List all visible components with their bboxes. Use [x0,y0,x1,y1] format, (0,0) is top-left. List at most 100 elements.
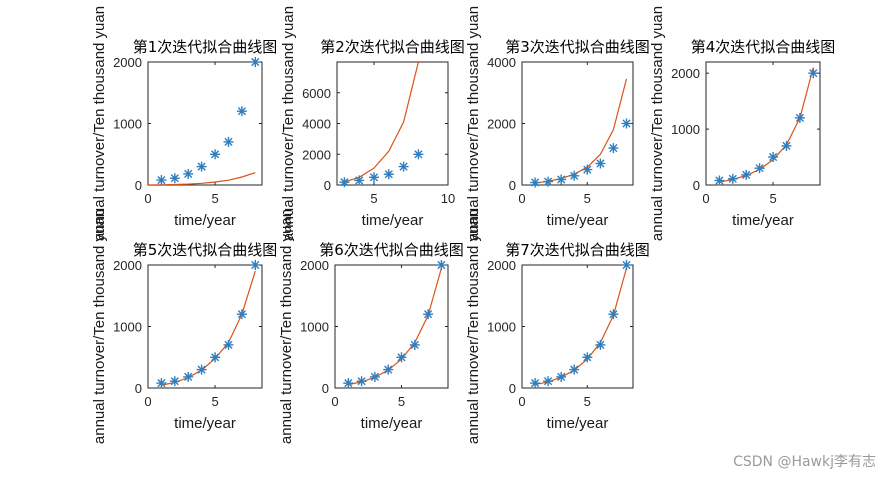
marker-stroke [437,260,446,270]
marker-stroke [157,176,166,185]
marker-stroke [424,310,433,319]
data-point-marker [369,172,379,183]
x-tick-label: 5 [211,394,218,409]
data-point-marker [413,149,424,160]
y-tick-label: 6000 [302,86,331,101]
data-point-marker [543,376,554,387]
fit-curve [148,172,256,185]
y-tick-label: 2000 [113,258,142,273]
data-point-marker [727,173,738,184]
marker-stroke [170,377,179,386]
data-point-marker [621,260,632,270]
y-tick-label: 2000 [300,258,329,273]
marker-stroke [583,353,592,362]
marker-stroke [755,164,764,173]
x-tick-label: 0 [518,394,525,409]
x-tick-label: 0 [702,191,709,206]
data-point-marker [196,161,207,172]
y-tick-label: 0 [322,381,329,396]
y-tick-label: 2000 [113,55,142,70]
x-axis-label: time/year [174,212,236,229]
marker-stroke [211,150,220,159]
data-point-marker [156,175,167,186]
marker-stroke [357,377,366,386]
y-tick-label: 2000 [671,66,700,81]
marker-stroke [237,310,246,319]
marker-stroke [157,379,166,388]
marker-stroke [570,365,579,374]
csdn-watermark: CSDN @Hawkj李有志 [733,454,876,470]
marker-stroke [557,372,566,381]
marker-stroke [370,372,379,381]
y-tick-label: 2000 [302,147,331,162]
x-tick-label: 0 [144,394,151,409]
data-point-marker [183,371,194,382]
y-tick-label: 1000 [487,320,516,335]
y-tick-label: 1000 [113,117,142,132]
data-point-marker [608,143,619,154]
y-axis-label: annual turnover/Ten thousand yuan [278,209,295,444]
marker-stroke [224,340,233,349]
y-tick-label: 0 [135,178,142,193]
x-tick-label: 5 [769,191,776,206]
x-axis-label: time/year [362,212,424,229]
x-tick-label: 5 [398,394,405,409]
y-axis-label: annual turnover/Ten thousand yuan [91,209,108,444]
chart-title: 第3次迭代拟合曲线图 [505,38,650,56]
data-point-marker [608,309,619,320]
marker-stroke [583,165,592,174]
data-point-marker [582,164,593,175]
data-point-marker [236,106,247,117]
x-tick-label: 0 [331,394,338,409]
data-point-marker [250,260,261,270]
x-tick-label: 0 [518,191,525,206]
y-tick-label: 0 [509,381,516,396]
data-point-marker [156,378,167,389]
x-tick-label: 5 [584,394,591,409]
data-point-marker [169,173,180,184]
y-tick-label: 4000 [302,117,331,132]
x-tick-label: 10 [441,191,455,206]
data-point-marker [183,168,194,179]
chart-title: 第1次迭代拟合曲线图 [133,38,278,56]
marker-stroke [224,137,233,146]
marker-stroke [170,174,179,183]
marker-stroke [211,353,220,362]
data-point-marker [621,118,632,129]
data-point-marker [169,376,180,387]
data-point-marker [582,352,593,363]
data-point-marker [768,152,779,162]
data-point-marker [398,161,409,172]
data-point-marker [339,177,350,188]
data-point-marker [250,57,261,67]
data-point-marker [236,309,247,320]
data-point-marker [569,170,580,181]
data-point-marker [343,378,354,389]
y-axis-label: annual turnover/Ten thousand yuan [280,6,297,241]
marker-stroke [531,379,540,388]
marker-stroke [622,119,631,128]
y-axis-label: annual turnover/Ten thousand yuan [91,6,108,241]
data-point-marker [196,364,207,375]
data-point-marker [436,260,447,270]
data-point-marker [223,136,234,147]
marker-stroke [184,169,193,178]
data-point-marker [754,163,765,174]
data-point-marker [556,174,567,185]
fit-curve [535,78,628,184]
data-point-marker [714,175,725,186]
x-axis-label: time/year [732,212,794,229]
marker-stroke [795,113,804,122]
marker-stroke [184,372,193,381]
marker-stroke [340,178,349,187]
data-point-marker [383,169,394,180]
data-point-marker [356,376,367,387]
marker-stroke [596,340,605,349]
y-tick-label: 0 [509,178,516,193]
marker-stroke [782,141,791,150]
marker-stroke [596,159,605,168]
marker-stroke [399,162,408,171]
data-point-marker [223,339,234,350]
y-axis-label: annual turnover/Ten thousand yuan [649,6,666,241]
